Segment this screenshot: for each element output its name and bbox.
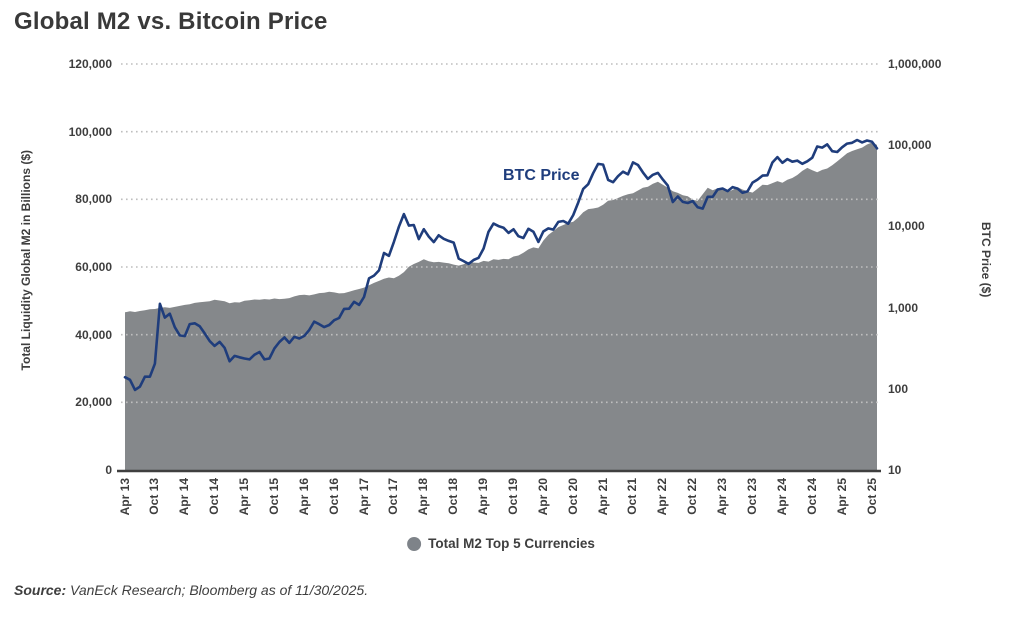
btc-line-series [123, 138, 879, 392]
right-axis-tick-label: 1,000,000 [888, 57, 942, 71]
left-axis-tick-label: 40,000 [75, 327, 112, 342]
source-line: Source: VanEck Research; Bloomberg as of… [14, 582, 368, 598]
x-axis-tick-label: Oct 20 [565, 478, 580, 515]
right-axis-tick-label: 100,000 [888, 138, 932, 153]
x-axis-tick-label: Apr 16 [296, 478, 311, 516]
x-axis-tick-label: Apr 24 [774, 478, 789, 516]
x-axis-tick-label: Oct 15 [266, 478, 281, 515]
x-axis-tick-label: Apr 22 [655, 478, 670, 516]
chart-title: Global M2 vs. Bitcoin Price [14, 8, 328, 35]
left-axis-tick-label: 120,000 [68, 57, 112, 71]
x-axis-tick-label: Oct 23 [744, 478, 759, 515]
x-axis-tick-label: Oct 17 [386, 478, 401, 515]
x-axis-tick-label: Oct 22 [685, 478, 700, 515]
x-axis-tick-label: Apr 17 [356, 478, 371, 516]
x-axis-tick-label: Oct 13 [147, 478, 162, 515]
right-axis-tick-label: 100 [888, 381, 909, 396]
left-axis-tick-label: 100,000 [68, 124, 112, 139]
x-axis-tick-label: Oct 18 [446, 478, 461, 515]
source-text: VanEck Research; Bloomberg as of 11/30/2… [66, 582, 369, 598]
right-axis-title: BTC Price ($) [979, 222, 993, 298]
x-axis-tick-label: Oct 25 [864, 478, 879, 515]
m2-area-series [125, 142, 877, 470]
source-label: Source: [14, 582, 67, 598]
m2-legend-circle-icon [407, 536, 422, 551]
x-axis-tick-label: Apr 14 [177, 478, 192, 516]
left-axis-tick-label: 80,000 [75, 192, 112, 207]
right-axis-tick-label: 10,000 [888, 219, 925, 234]
legend: Total M2 Top 5 Currencies [407, 536, 595, 551]
left-axis-tick-label: 20,000 [75, 395, 112, 410]
x-axis-tick-label: Oct 14 [207, 478, 222, 515]
right-axis-tick-label: 10 [888, 463, 902, 477]
x-axis-tick-label: Apr 23 [715, 478, 730, 516]
x-axis-tick-label: Apr 18 [416, 478, 431, 516]
legend-label: Total M2 Top 5 Currencies [428, 536, 595, 551]
btc-price-annotation: BTC Price [503, 167, 580, 184]
x-axis-tick-label: Apr 19 [476, 478, 491, 516]
x-axis-tick-label: Oct 24 [804, 478, 819, 515]
x-axis-tick-label: Apr 20 [535, 478, 550, 516]
x-axis-tick-label: Apr 13 [117, 478, 132, 516]
x-axis-tick-label: Apr 25 [834, 478, 849, 516]
left-axis-tick-label: 0 [105, 463, 112, 477]
x-axis-tick-label: Oct 21 [625, 478, 640, 515]
x-axis-tick-label: Oct 19 [505, 478, 520, 515]
left-axis-tick-label: 60,000 [75, 260, 112, 274]
x-axis-tick-label: Oct 16 [326, 478, 341, 515]
x-axis-tick-label: Apr 21 [595, 478, 610, 516]
x-axis-tick-label: Apr 15 [237, 478, 252, 516]
right-axis-tick-label: 1,000 [888, 300, 919, 315]
